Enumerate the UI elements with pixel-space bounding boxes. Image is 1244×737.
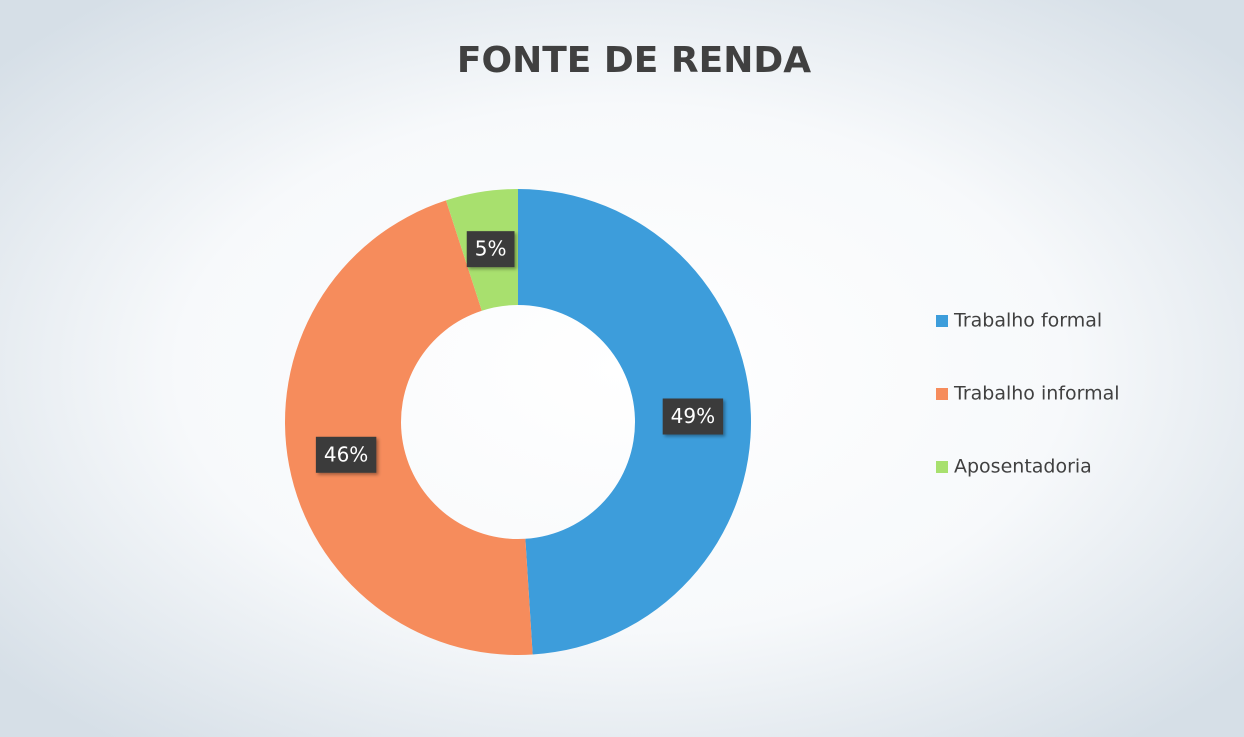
- data-label-text: 46%: [324, 442, 368, 466]
- legend-label: Trabalho formal: [953, 310, 1102, 332]
- donut-slice: [518, 189, 751, 655]
- data-label-text: 5%: [475, 237, 507, 261]
- data-labels: 49% 46% 5%: [315, 231, 724, 473]
- legend-swatch: [936, 388, 948, 400]
- chart-title: FONTE DE RENDA: [457, 40, 811, 81]
- legend-swatch: [936, 315, 948, 327]
- legend-swatch: [936, 461, 948, 473]
- legend-label: Trabalho informal: [953, 383, 1120, 405]
- donut: [285, 189, 751, 655]
- data-label: 5%: [466, 231, 515, 268]
- data-label-box: [315, 436, 377, 473]
- legend-label: Aposentadoria: [954, 456, 1092, 478]
- data-label-box: [662, 398, 724, 435]
- legend: Trabalho formal Trabalho informal Aposenta…: [936, 310, 1120, 478]
- donut-slice: [285, 200, 533, 655]
- data-label-text: 49%: [671, 404, 715, 428]
- data-label: 46%: [315, 436, 377, 473]
- data-label: 49%: [662, 398, 724, 435]
- data-label-box: [466, 231, 515, 268]
